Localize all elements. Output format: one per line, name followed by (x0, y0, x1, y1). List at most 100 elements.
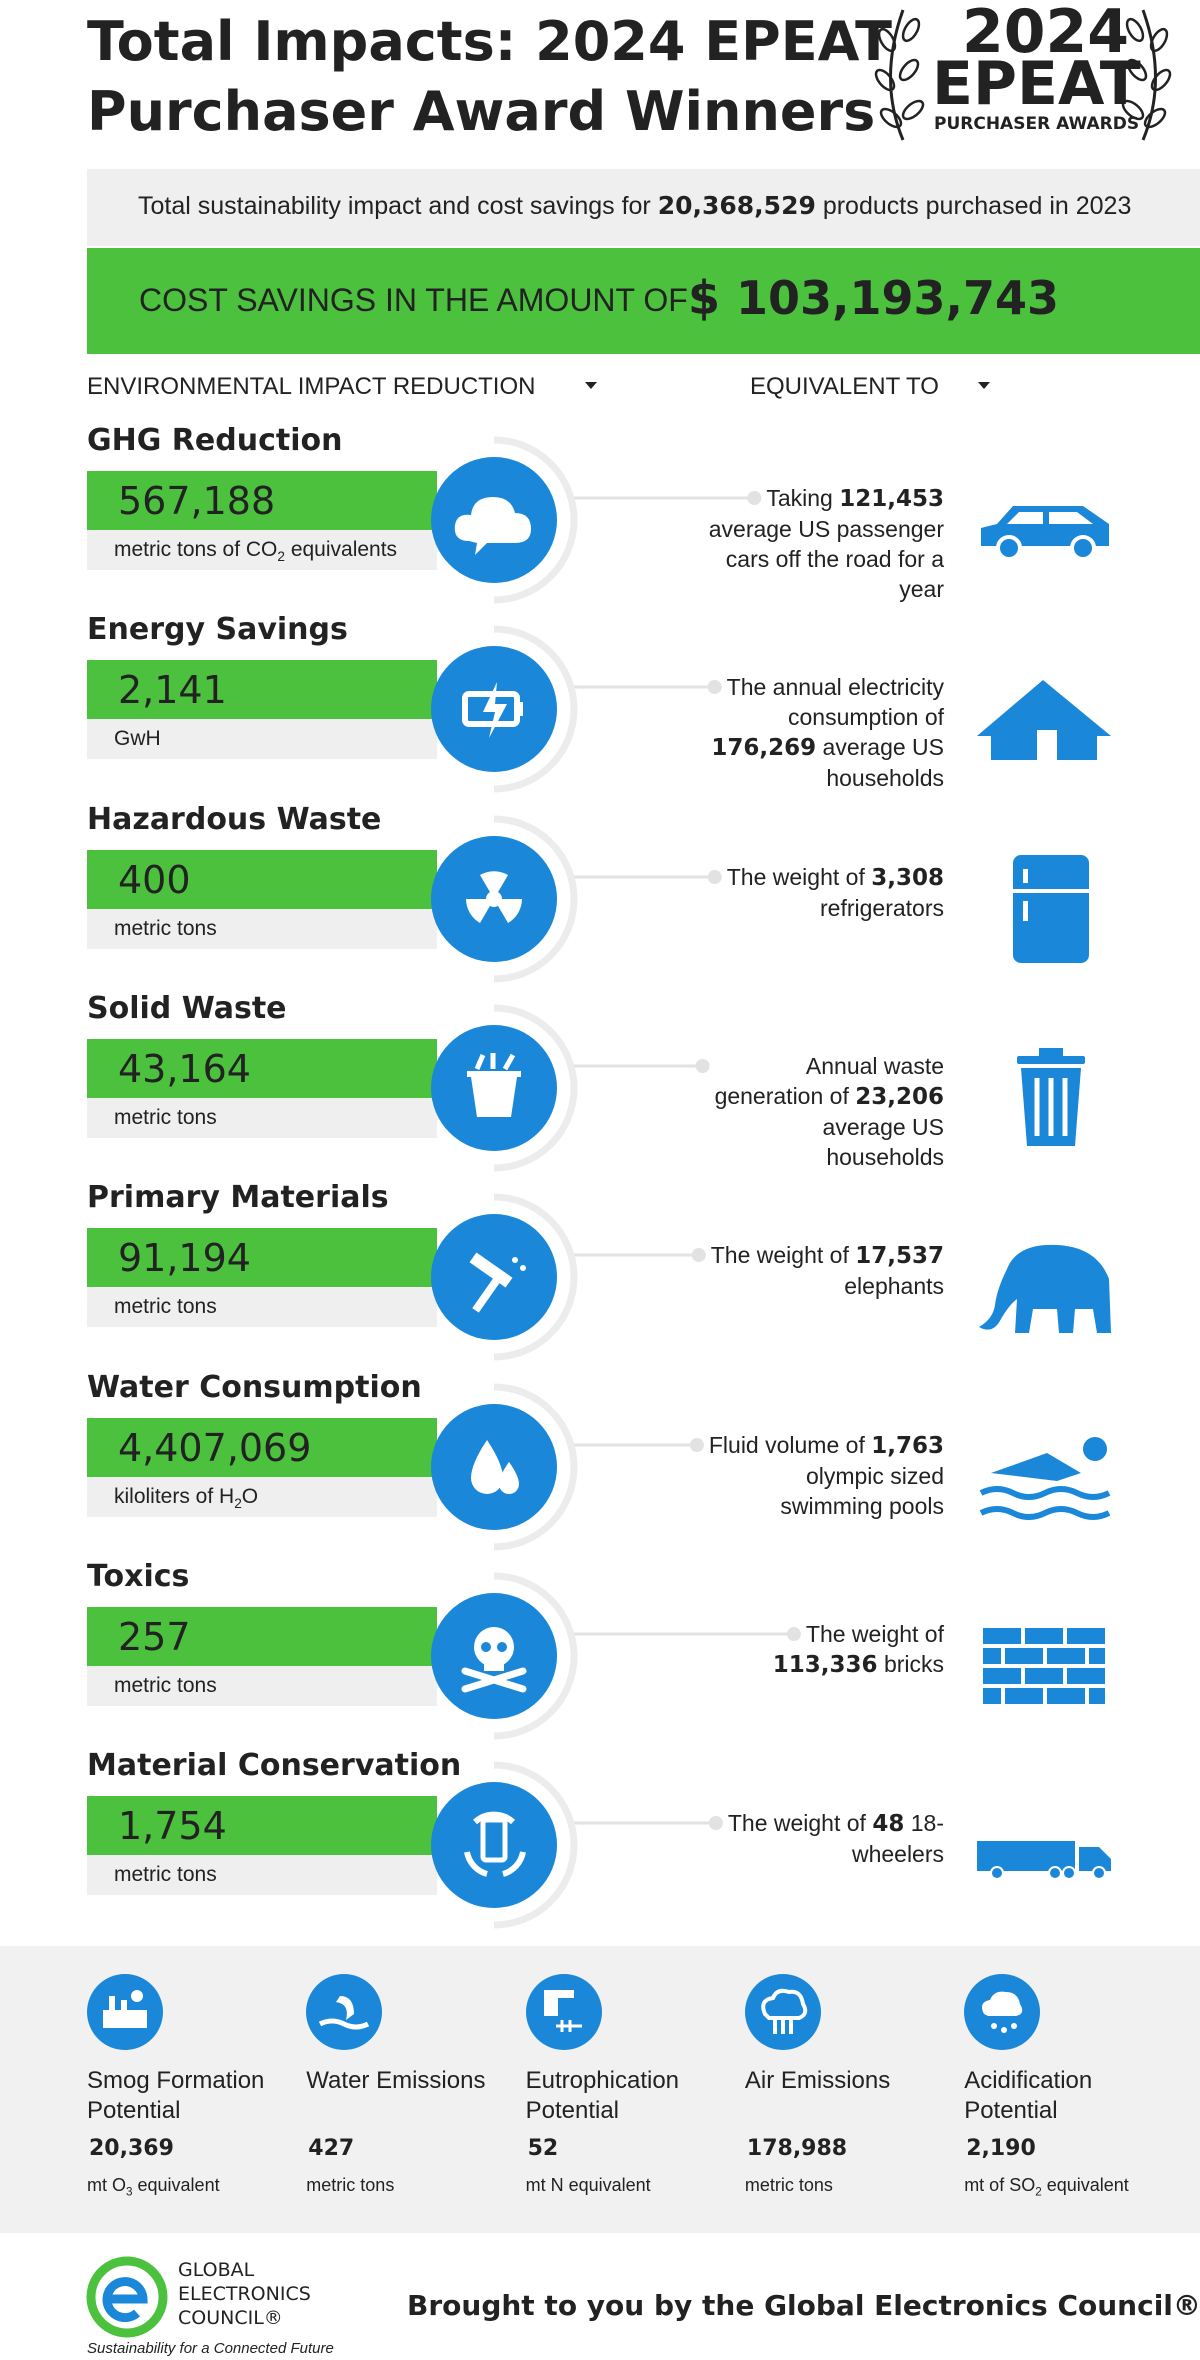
value-bar (87, 1228, 437, 1288)
equivalent: The weight of 17,537 elephants (704, 1240, 944, 1301)
impact-value: 257 (118, 1614, 191, 1659)
product-count: 20,368,529 (657, 191, 816, 220)
unit-part: metric tons (114, 1105, 217, 1129)
impact-icon (431, 1761, 578, 1929)
impact-value: 400 (118, 857, 191, 902)
impact-icon (431, 436, 578, 604)
value-bar (87, 1606, 437, 1666)
emission-name: Smog Formation Potential (87, 2067, 265, 2124)
emission-unit: metric tons (745, 2172, 833, 2198)
tagline: Sustainability for a Connected Future (87, 2340, 334, 2357)
connector (570, 491, 762, 505)
emission-icon (525, 1974, 602, 2050)
emission-unit: mt O3 equivalent (87, 2172, 220, 2206)
emission-icon (87, 1974, 163, 2050)
unit-part: mt N equivalent (525, 2175, 651, 2195)
equiv-text: Annual waste generation of (714, 1052, 944, 1109)
unit-part: metric tons (114, 916, 217, 940)
equiv-number: 113,336 (772, 1651, 878, 1678)
equiv-number: 3,308 (871, 864, 944, 891)
impact-unit: kiloliters of H2O (114, 1483, 258, 1518)
impact-icon (431, 815, 578, 983)
impact-title: GHG Reduction (87, 423, 343, 458)
impact-icon (431, 1004, 578, 1172)
equivalent-icon (977, 1841, 1111, 1881)
unit-bar (87, 719, 437, 760)
equiv-text: average US households (822, 734, 944, 792)
unit-part: metric tons (114, 1863, 217, 1887)
council-name: ELECTRONICS (178, 2283, 311, 2305)
impact-unit: metric tons (114, 1293, 217, 1321)
unit-part: metric tons (744, 2175, 833, 2195)
emission-icon (964, 1974, 1041, 2050)
equiv-number: 121,453 (839, 486, 944, 512)
value-bar (87, 1796, 437, 1856)
value-bar (87, 660, 437, 720)
emission-value: 20,369 (89, 2136, 174, 2161)
equivalent: Taking 121,453 average US passenger cars… (704, 483, 944, 604)
equivalent: The weight of 113,336 bricks (704, 1619, 944, 1680)
equivalent: Fluid volume of 1,763 olympic sized swim… (704, 1430, 944, 1521)
title-line: Total Impacts: 2024 EPEAT (87, 10, 893, 73)
emission-name: Acidification Potential (964, 2067, 1093, 2124)
impact-value: 567,188 (118, 479, 276, 523)
summary-text: products purchased in 2023 (822, 192, 1132, 220)
equivalent-icon (977, 680, 1111, 761)
impact-title: Hazardous Waste (87, 801, 382, 837)
unit-part: 3 (126, 2185, 133, 2199)
impact-value: 1,754 (118, 1804, 227, 1849)
connector (570, 1816, 723, 1831)
impact-title: Solid Waste (87, 990, 287, 1026)
equiv-number: 23,206 (855, 1083, 944, 1110)
savings-label: COST SAVINGS IN THE AMOUNT OF (139, 282, 688, 318)
equivalent-icon (1017, 1047, 1085, 1146)
equivalent: The weight of 3,308 refrigerators (704, 862, 944, 923)
unit-part: equivalents (284, 538, 398, 561)
unit-bar (87, 908, 437, 949)
unit-part: GwH (114, 727, 161, 751)
impact-unit: metric tons of CO2 equivalents (114, 536, 397, 571)
value-bar (87, 471, 437, 530)
equivalent-icon (1013, 854, 1089, 963)
unit-part: 2 (277, 549, 285, 565)
impact-value: 4,407,069 (118, 1425, 312, 1470)
council-name: GLOBAL (178, 2259, 255, 2281)
unit-part: 2 (234, 1495, 242, 1511)
connector (570, 1248, 706, 1263)
emission-icon (744, 1974, 821, 2050)
emission-name: Air Emissions (744, 2067, 891, 2094)
unit-bar (87, 1665, 437, 1706)
dropdown-arrow (978, 382, 990, 389)
unit-bar (87, 1855, 437, 1896)
emission-unit: mt N equivalent (526, 2172, 651, 2198)
impact-unit: metric tons (114, 1104, 217, 1132)
equiv-text: The weight of (805, 1620, 944, 1647)
emission-value: 178,988 (746, 2136, 848, 2161)
unit-part: metric tons of CO (114, 538, 278, 561)
impact-title: Toxics (87, 1558, 190, 1594)
impact-icon (431, 625, 578, 793)
unit-part: 2 (1035, 2185, 1042, 2199)
equiv-text: 18-wheelers (851, 1810, 944, 1868)
unit-part: mt O (87, 2175, 126, 2195)
connector (570, 1058, 710, 1073)
credit: Brought to you by the Global Electronics… (407, 2289, 1200, 2322)
equiv-number: 48 (872, 1811, 905, 1838)
unit-part: metric tons (114, 1295, 217, 1319)
savings-amount: $ 103,193,743 (688, 271, 1060, 325)
emission-value: 427 (308, 2136, 355, 2161)
connector (570, 869, 722, 884)
impact-value: 2,141 (118, 668, 227, 713)
equivalent-icon (979, 1245, 1111, 1334)
unit-bar (87, 530, 437, 570)
equivalent-icon (983, 1627, 1105, 1704)
summary-band (87, 169, 1200, 246)
unit-part: kiloliters of H (114, 1484, 235, 1508)
title-line: Purchaser Award Winners (87, 80, 876, 143)
value-bar (87, 1038, 437, 1098)
summary-text: Total sustainability impact and cost sav… (138, 192, 651, 220)
impact-icon (431, 1383, 578, 1550)
value-bar (87, 1417, 437, 1477)
equiv-text: Fluid volume of (708, 1431, 865, 1458)
